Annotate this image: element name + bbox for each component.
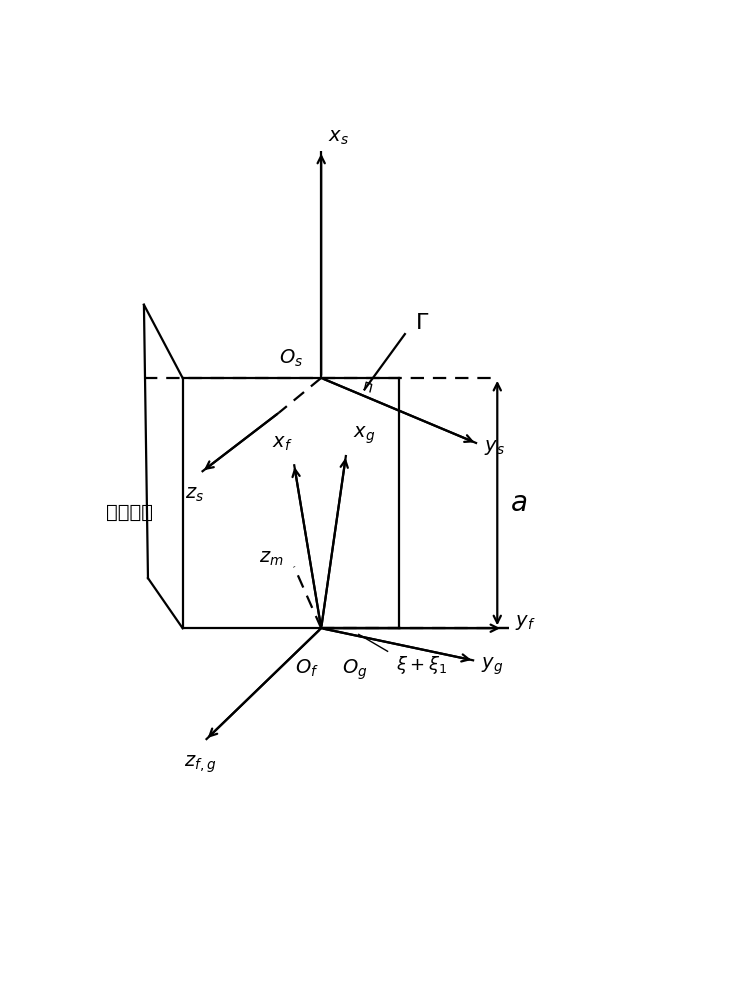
Text: $y_g$: $y_g$ [481,656,504,677]
Text: 计算平面: 计算平面 [106,503,153,522]
Text: $O_f$: $O_f$ [295,657,319,679]
Text: $x_g$: $x_g$ [353,424,375,446]
Text: $z_m$: $z_m$ [259,550,284,568]
Text: $x_f$: $x_f$ [272,434,293,453]
Text: $O_s$: $O_s$ [279,347,303,369]
Text: $\Gamma$: $\Gamma$ [415,312,429,334]
Text: $z_{f,g}$: $z_{f,g}$ [184,754,216,775]
Text: $x_s$: $x_s$ [328,129,349,147]
Text: $y_f$: $y_f$ [515,613,535,632]
Text: $\xi+\xi_1$: $\xi+\xi_1$ [396,654,447,676]
Text: $y_s$: $y_s$ [484,438,505,457]
Text: $z_s$: $z_s$ [186,486,204,504]
Text: $O_g$: $O_g$ [342,657,367,682]
Text: $a$: $a$ [510,490,527,517]
